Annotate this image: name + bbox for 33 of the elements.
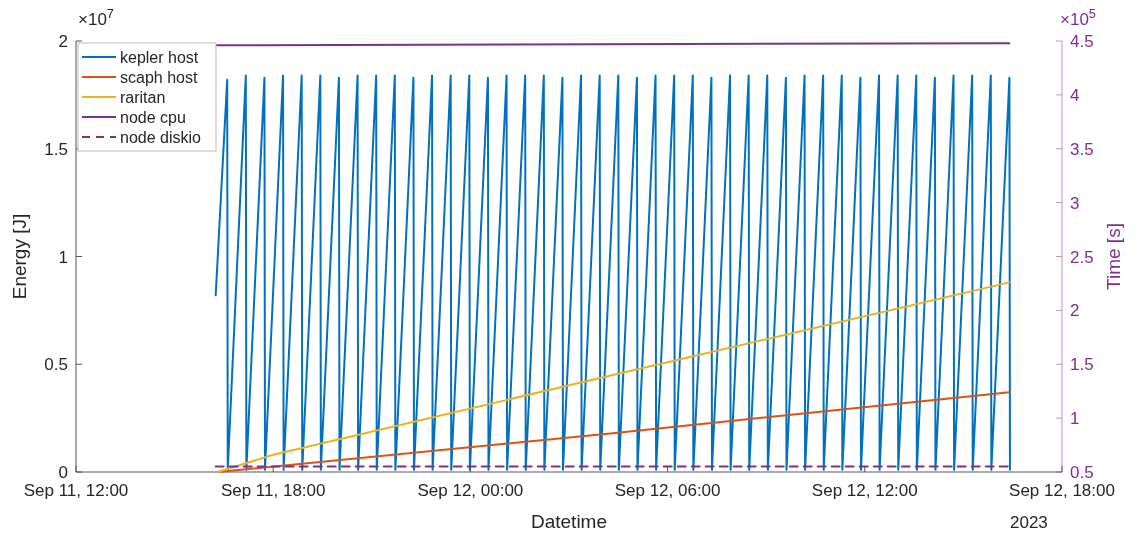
x-tick-label: Sep 11, 12:00: [23, 481, 129, 500]
x-tick-label: Sep 11, 18:00: [220, 481, 326, 500]
legend-label: kepler host: [120, 49, 199, 66]
legend-label: raritan: [120, 89, 166, 106]
text: ×10$^{7}$: [78, 5, 114, 29]
y-tick-label: 1.5: [44, 139, 68, 159]
x-axis-title: Datetime: [530, 511, 608, 532]
y-tick-label: 0: [58, 463, 68, 482]
y-tick-label: 1: [58, 247, 68, 267]
y2-tick-label: 1.5: [1070, 355, 1094, 375]
text: ×10$^{5}$: [1060, 5, 1096, 29]
y-axis-title: Energy [J]: [9, 213, 30, 300]
y2-tick-label: 4.5: [1070, 32, 1094, 51]
line-series: [214, 74, 1011, 471]
line-series: [216, 281, 1011, 473]
legend-label: scaph host: [120, 69, 198, 86]
x-tick-label: Sep 12, 00:00: [417, 481, 524, 500]
x-tick-label: Sep 12, 06:00: [614, 481, 721, 500]
y2-tick-label: 2: [1070, 301, 1080, 321]
y-tick-label: 0.5: [44, 355, 68, 375]
x-tick-label: Sep 12, 12:00: [811, 481, 918, 500]
y2-tick-label: 1: [1070, 409, 1080, 429]
x-tick-label: Sep 12, 18:00: [1009, 481, 1115, 500]
legend-label: node cpu: [120, 109, 186, 126]
y2-tick-label: 0.5: [1070, 463, 1094, 482]
y2-tick-label: 3.5: [1070, 139, 1094, 159]
y2-tick-label: 4: [1070, 85, 1080, 105]
y-tick-label: 2: [58, 32, 68, 51]
y2-tick-label: 3: [1070, 193, 1080, 213]
text: 2023: [1010, 513, 1048, 532]
y2-axis-title: Time [s]: [1103, 223, 1124, 290]
legend-label: node diskio: [120, 129, 202, 146]
y2-tick-label: 2.5: [1070, 247, 1094, 267]
